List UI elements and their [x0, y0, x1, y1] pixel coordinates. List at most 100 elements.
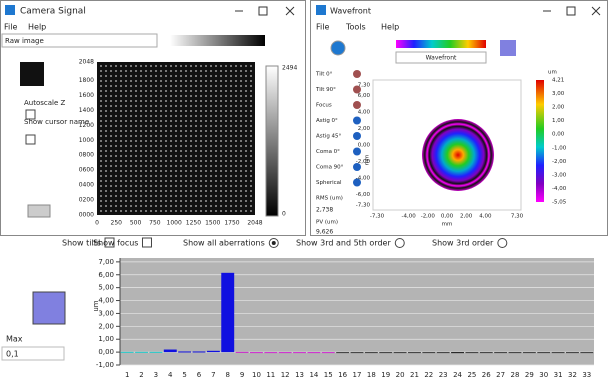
aberration-label: Astig 45°: [316, 134, 342, 140]
option-label: Show 3rd order: [432, 239, 494, 248]
bar: [221, 273, 234, 352]
x-tick-label: -7,30: [370, 214, 385, 220]
aberration-label: Tilt 0°: [315, 72, 333, 78]
camera-colorbar: [266, 66, 278, 216]
bar: [566, 352, 579, 353]
option-label: Show focus: [93, 239, 138, 248]
axis-label: um: [92, 300, 100, 311]
colorbar-label: -4,00: [552, 186, 567, 192]
pv-label: PV (um): [316, 220, 338, 226]
x-tick-label: 16: [338, 371, 347, 379]
x-tick-label: 500: [130, 220, 142, 227]
x-tick-label: 750: [149, 220, 161, 227]
bar: [537, 352, 550, 353]
x-tick-label: 11: [266, 371, 275, 379]
x-tick-label: 1: [125, 371, 129, 379]
y-tick-label: 0600: [79, 167, 94, 174]
x-tick-label: 9: [240, 371, 244, 379]
y-tick-label: 2,00: [358, 126, 371, 132]
x-tick-label: 13: [295, 371, 304, 379]
x-tick-label: 0,00: [441, 214, 454, 220]
max-value: 0,1: [6, 350, 19, 359]
menu-item[interactable]: File: [316, 23, 329, 32]
bar: [394, 352, 407, 353]
bar: [307, 352, 320, 353]
y-tick-label: 2048: [79, 59, 94, 66]
menu-item[interactable]: Help: [381, 23, 399, 32]
aberration-button[interactable]: [353, 148, 361, 156]
pv-value: 9,626: [316, 229, 333, 236]
x-tick-label: 3: [154, 371, 158, 379]
aberration-label: Tilt 90°: [315, 87, 336, 93]
option-radio[interactable]: [395, 239, 404, 248]
x-tick-label: 1000: [167, 220, 182, 227]
bar: [207, 351, 220, 352]
menu-item[interactable]: Tools: [345, 23, 366, 32]
view-button[interactable]: [331, 41, 345, 55]
x-tick-label: -4,00: [402, 214, 417, 220]
menu-item[interactable]: File: [4, 23, 17, 32]
option-radio[interactable]: [498, 239, 507, 248]
checkbox-label: Autoscale Z: [24, 99, 66, 107]
bar: [178, 351, 191, 352]
bar: [365, 352, 378, 353]
option-checkbox[interactable]: [142, 238, 151, 247]
x-tick-label: 26: [482, 371, 491, 379]
bar: [164, 350, 177, 353]
window-icon: [316, 5, 326, 15]
y-tick-label: 1000: [79, 137, 94, 144]
x-tick-label: 20: [396, 371, 405, 379]
y-tick-label: 0000: [79, 212, 94, 219]
x-tick-label: 4: [168, 371, 173, 379]
dots-icon[interactable]: [20, 62, 44, 86]
window-title: Wavefront: [330, 7, 371, 16]
x-tick-label: -2,00: [421, 214, 436, 220]
colorbar-label: 3,00: [552, 91, 565, 97]
colorbar-label: 4,21: [552, 78, 564, 84]
x-tick-label: 10: [252, 371, 261, 379]
plot-area: [120, 258, 594, 365]
menu-item[interactable]: Help: [28, 23, 46, 32]
x-tick-label: 1750: [224, 220, 239, 227]
bar: [437, 352, 450, 353]
aberration-button[interactable]: [353, 117, 361, 125]
y-tick-label: 2,00: [98, 322, 114, 330]
gradient-preview: [170, 35, 265, 46]
window-title: Camera Signal: [20, 7, 86, 17]
cursor-checkbox[interactable]: [26, 135, 35, 144]
max-label: Max: [6, 335, 23, 344]
x-tick-label: 27: [496, 371, 505, 379]
x-tick-label: 29: [525, 371, 534, 379]
aberration-button[interactable]: [353, 70, 361, 78]
tool-icons[interactable]: [28, 205, 50, 217]
option-label: Show 3rd and 5th order: [296, 239, 391, 248]
rms-value: 2,738: [316, 207, 333, 214]
chart-icon[interactable]: [33, 292, 65, 324]
dropdown-text: Wavefront: [426, 55, 457, 62]
aberration-button[interactable]: [353, 101, 361, 109]
x-tick-label: 23: [439, 371, 448, 379]
y-tick-label: 4,00: [98, 297, 114, 305]
y-tick-label: 0,00: [358, 143, 371, 149]
bar: [422, 352, 435, 353]
screen: Camera SignalFileHelpRaw imageAutoscale …: [0, 0, 608, 381]
aberration-button[interactable]: [353, 132, 361, 140]
axis-label: mm: [442, 222, 453, 228]
x-tick-label: 32: [568, 371, 577, 379]
bar: [149, 352, 162, 353]
bar: [523, 352, 536, 353]
y-tick-label: 0800: [79, 152, 94, 159]
3d-icon[interactable]: [500, 40, 516, 56]
x-tick-label: 21: [410, 371, 419, 379]
y-tick-label: 1,00: [98, 335, 114, 343]
x-tick-label: 22: [424, 371, 433, 379]
colorbar-label: 1,00: [552, 118, 565, 124]
x-tick-label: 18: [367, 371, 376, 379]
y-tick-label: 6,00: [98, 271, 114, 279]
bar: [480, 352, 493, 353]
x-tick-label: 2: [139, 371, 143, 379]
x-tick-label: 8: [225, 371, 229, 379]
x-tick-label: 2048: [247, 220, 262, 227]
aberration-label: Focus: [316, 103, 332, 109]
camera-image: [97, 62, 255, 215]
